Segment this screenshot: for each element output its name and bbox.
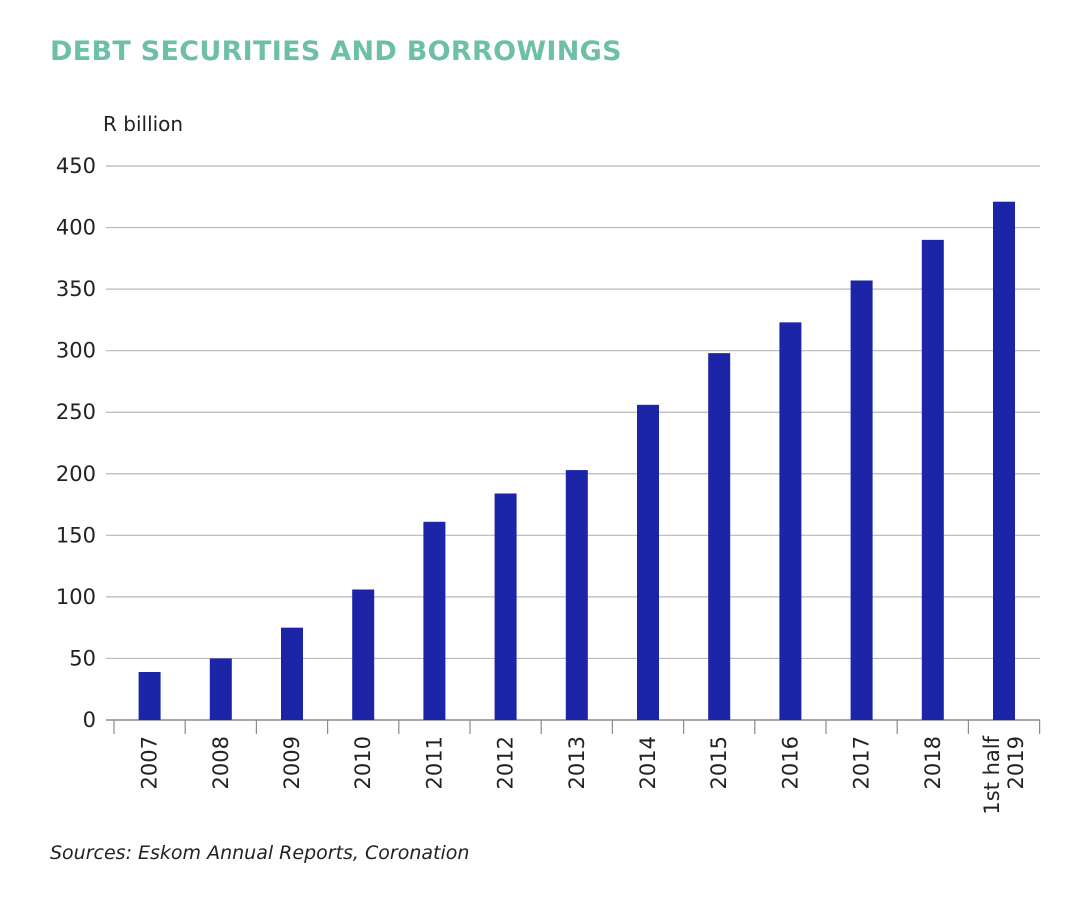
x-tick-label: 2014	[636, 736, 660, 789]
x-tick-label: 2010	[351, 736, 375, 789]
y-tick-label: 450	[56, 154, 96, 178]
x-tick-label: 1st half	[980, 735, 1004, 814]
chart-title: DEBT SECURITIES AND BORROWINGS	[50, 36, 622, 67]
y-tick-label: 0	[83, 708, 96, 732]
x-tick-label: 2016	[778, 736, 802, 789]
x-tick-label: 2007	[138, 736, 162, 789]
bar	[209, 658, 232, 720]
x-tick-label: 2011	[422, 736, 446, 789]
x-tick-label: 2017	[850, 736, 874, 789]
y-tick-label: 200	[56, 462, 96, 486]
bar	[352, 589, 375, 720]
y-tick-label: 400	[56, 216, 96, 240]
bar	[281, 627, 303, 720]
x-tick-label: 2008	[209, 736, 233, 789]
x-tick-label: 2009	[280, 736, 304, 789]
y-tick-label: 100	[56, 585, 96, 609]
y-tick-label: 300	[56, 339, 96, 363]
y-tick-label: 50	[69, 646, 96, 670]
x-tick-label: 2019	[1004, 736, 1028, 789]
y-axis-unit-label: R billion	[103, 112, 184, 136]
bar	[779, 322, 802, 720]
bar	[494, 493, 517, 720]
y-tick-label: 150	[56, 523, 96, 547]
bar	[637, 404, 659, 720]
source-note: Sources: Eskom Annual Reports, Coronatio…	[50, 842, 470, 864]
bar	[993, 201, 1015, 721]
bar	[138, 671, 161, 720]
x-tick-label: 2012	[494, 736, 518, 789]
x-tick-label: 2013	[565, 736, 589, 789]
bar	[708, 353, 731, 720]
y-tick-label: 250	[56, 400, 96, 424]
bar	[921, 239, 944, 720]
bar	[423, 521, 446, 720]
x-tick-label: 2015	[707, 736, 731, 789]
bar	[565, 470, 588, 720]
y-tick-label: 350	[56, 277, 96, 301]
x-tick-label: 2018	[921, 736, 945, 789]
bar	[850, 280, 873, 720]
